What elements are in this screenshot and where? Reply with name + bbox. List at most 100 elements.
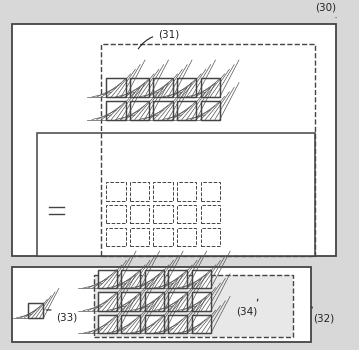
Point (207, 213, 213, 219)
Point (207, 152, 213, 157)
Point (278, 250, 284, 255)
Point (252, 176, 258, 182)
Point (284, 238, 290, 243)
Point (201, 78, 206, 83)
Point (98, 53, 104, 59)
Point (188, 158, 194, 163)
Point (297, 207, 303, 212)
Point (252, 90, 258, 96)
Point (216, 324, 222, 330)
Point (210, 300, 216, 305)
Point (130, 146, 136, 151)
Point (195, 139, 200, 145)
Point (143, 164, 149, 169)
Point (246, 127, 251, 133)
Point (223, 330, 229, 336)
Point (117, 176, 123, 182)
Point (246, 170, 251, 176)
Point (117, 189, 123, 194)
Point (105, 59, 111, 65)
Point (188, 72, 194, 77)
Point (207, 207, 213, 212)
Point (117, 170, 123, 176)
Point (175, 250, 181, 255)
Point (297, 146, 303, 151)
Point (120, 330, 126, 336)
Point (162, 164, 168, 169)
Point (258, 195, 264, 200)
Point (310, 176, 316, 182)
Point (146, 294, 152, 299)
Point (143, 65, 149, 71)
Bar (145, 292, 164, 311)
Point (220, 108, 226, 114)
Point (185, 294, 190, 299)
Point (284, 219, 290, 225)
Text: (34): (34) (237, 299, 258, 316)
Point (165, 306, 171, 312)
Point (258, 84, 264, 90)
Point (271, 139, 277, 145)
Point (175, 164, 181, 169)
Point (175, 53, 181, 59)
Point (175, 195, 181, 200)
Point (143, 53, 149, 59)
Point (271, 195, 277, 200)
Point (242, 306, 248, 312)
Point (246, 84, 251, 90)
Point (265, 47, 271, 52)
Bar (145, 270, 164, 288)
Point (188, 47, 194, 52)
Point (143, 207, 149, 212)
Point (105, 127, 111, 133)
Point (310, 90, 316, 96)
Bar (201, 205, 220, 223)
Point (105, 238, 111, 243)
Point (130, 59, 136, 65)
Point (236, 330, 242, 336)
Point (297, 65, 303, 71)
Bar (192, 292, 211, 311)
Point (236, 275, 242, 281)
Point (175, 133, 181, 139)
Point (287, 330, 293, 336)
Point (175, 225, 181, 231)
Point (297, 176, 303, 182)
Point (169, 47, 174, 52)
Point (258, 213, 264, 219)
Point (297, 127, 303, 133)
Point (120, 294, 126, 299)
Point (162, 127, 168, 133)
Point (291, 238, 297, 243)
Point (111, 176, 117, 182)
Point (188, 84, 194, 90)
Point (258, 121, 264, 126)
Point (124, 96, 130, 102)
Point (233, 96, 239, 102)
Point (182, 232, 187, 237)
Point (130, 90, 136, 96)
Point (156, 108, 162, 114)
Point (310, 139, 316, 145)
Point (140, 324, 145, 330)
Point (258, 146, 264, 151)
Point (239, 244, 245, 250)
Point (281, 294, 286, 299)
Point (258, 102, 264, 108)
Point (233, 201, 239, 206)
Point (227, 207, 232, 212)
Point (291, 158, 297, 163)
Point (281, 287, 286, 293)
Point (248, 275, 254, 281)
Point (271, 96, 277, 102)
Point (188, 152, 194, 157)
Point (146, 300, 152, 305)
Point (207, 53, 213, 59)
Point (162, 47, 168, 52)
Point (207, 59, 213, 65)
Point (178, 275, 184, 281)
Point (258, 65, 264, 71)
Point (105, 225, 111, 231)
Point (287, 281, 293, 287)
Point (95, 330, 101, 336)
